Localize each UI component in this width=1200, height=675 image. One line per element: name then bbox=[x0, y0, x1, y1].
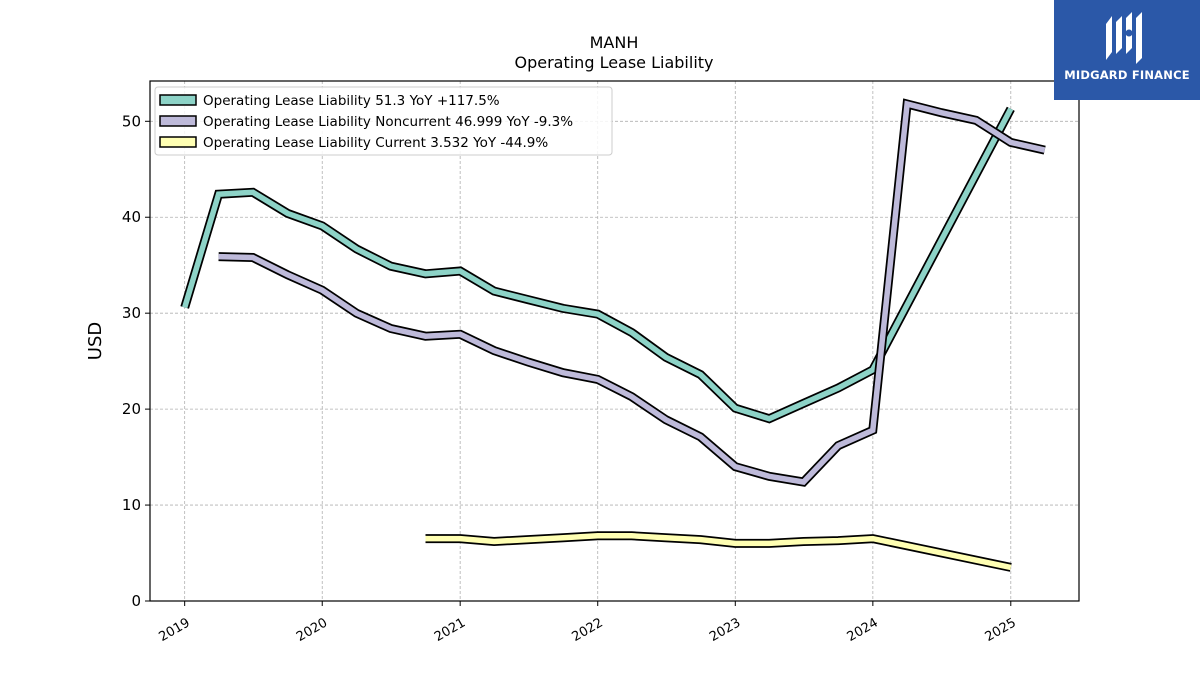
x-tick-label: 2022 bbox=[570, 615, 606, 645]
series-lines bbox=[180, 98, 1046, 572]
y-axis-label: USD bbox=[85, 322, 106, 360]
chart-subtitle: Operating Lease Liability bbox=[514, 53, 713, 72]
x-tick-label: 2023 bbox=[707, 615, 743, 645]
midgard-finance-logo-icon bbox=[1106, 12, 1142, 64]
legend-swatch bbox=[159, 136, 197, 148]
y-tick-label: 0 bbox=[131, 592, 141, 610]
y-tick-label: 10 bbox=[122, 496, 141, 514]
y-tick-label: 40 bbox=[122, 208, 141, 226]
grid bbox=[150, 81, 1079, 602]
series-outline-operating-lease-liability-noncurrent bbox=[218, 98, 1046, 487]
chart-title: MANH bbox=[590, 33, 639, 52]
logo-text: MIDGARD FINANCE bbox=[1064, 68, 1190, 82]
series-line-operating-lease-liability-noncurrent bbox=[218, 100, 1046, 485]
legend-box bbox=[154, 86, 613, 156]
x-tick-label: 2024 bbox=[845, 615, 881, 645]
series-line-operating-lease-liability bbox=[182, 107, 1014, 422]
plot-frame bbox=[149, 80, 1080, 602]
legend-swatch bbox=[159, 94, 197, 106]
legend: Operating Lease Liability 51.3 YoY +117.… bbox=[154, 86, 613, 156]
x-tick-label: 2025 bbox=[983, 615, 1019, 645]
legend-entry-label: Operating Lease Liability Current 3.532 … bbox=[203, 135, 548, 151]
x-tick-label: 2020 bbox=[294, 615, 330, 645]
x-tick-label: 2019 bbox=[157, 615, 193, 645]
y-tick-label: 20 bbox=[122, 400, 141, 418]
legend-swatch bbox=[159, 115, 197, 127]
y-tick-label: 50 bbox=[122, 112, 141, 130]
y-axis-ticks: 0 10 20 30 40 50 bbox=[122, 112, 150, 610]
x-tick-label: 2021 bbox=[432, 615, 468, 645]
legend-entry-label: Operating Lease Liability 51.3 YoY +117.… bbox=[203, 93, 500, 109]
x-axis-ticks: 2019 2020 2021 2022 2023 2024 2025 bbox=[157, 601, 1019, 645]
series-line-operating-lease-liability-current bbox=[425, 533, 1012, 571]
midgard-finance-logo: MIDGARD FINANCE bbox=[1054, 0, 1200, 100]
legend-entry-label: Operating Lease Liability Noncurrent 46.… bbox=[203, 114, 573, 130]
y-tick-label: 30 bbox=[122, 304, 141, 322]
